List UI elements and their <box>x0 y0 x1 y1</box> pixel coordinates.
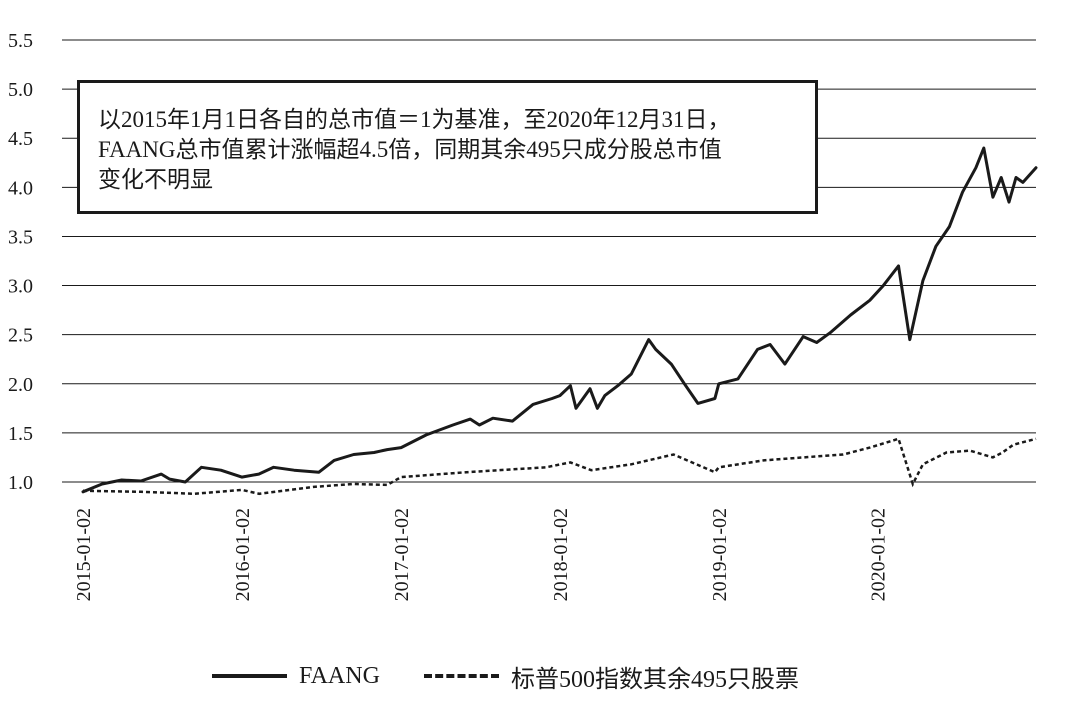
legend: FAANG 标普500指数其余495只股票 <box>0 656 1074 696</box>
annotation-line-2: FAANG总市值累计涨幅超4.5倍，同期其余495只成分股总市值 <box>98 137 722 162</box>
legend-item-rest: 标普500指数其余495只股票 <box>424 656 799 696</box>
y-axis-ticks: 1.0 1.5 2.0 2.5 3.0 3.5 4.0 4.5 5.0 5.5 <box>8 30 33 494</box>
x-tick-label: 2015-01-02 <box>73 508 95 601</box>
y-tick-label: 3.5 <box>8 226 33 248</box>
series-line-faang <box>81 146 1038 494</box>
annotation-box: 以2015年1月1日各自的总市值＝1为基准，至2020年12月31日， FAAN… <box>77 80 818 214</box>
y-tick-label: 5.0 <box>8 79 33 101</box>
y-tick-label: 3.0 <box>8 276 33 298</box>
annotation-line-1: 以2015年1月1日各自的总市值＝1为基准，至2020年12月31日， <box>98 107 731 132</box>
annotation-line-3: 变化不明显 <box>98 167 213 192</box>
x-tick-label: 2018-01-02 <box>550 508 572 601</box>
x-tick-label: 2020-01-02 <box>868 508 890 601</box>
y-tick-label: 2.5 <box>8 325 33 347</box>
legend-item-faang: FAANG <box>212 656 380 696</box>
y-tick-label: 2.0 <box>8 374 33 396</box>
x-axis-ticks: 2015-01-02 2016-01-02 2017-01-02 2018-01-02… <box>73 508 890 601</box>
y-tick-label: 4.0 <box>8 177 33 199</box>
y-tick-label: 1.5 <box>8 423 33 445</box>
y-tick-label: 5.5 <box>8 30 33 52</box>
legend-label-faang: FAANG <box>299 662 380 689</box>
x-tick-label: 2017-01-02 <box>391 508 413 601</box>
line-chart: 1.0 1.5 2.0 2.5 3.0 3.5 4.0 4.5 5.0 5.5 2015-01-0… <box>8 30 1038 601</box>
x-tick-label: 2019-01-02 <box>709 508 731 601</box>
legend-swatch-dashed <box>424 674 499 678</box>
y-tick-label: 1.0 <box>8 472 33 494</box>
series-lines <box>81 146 1038 496</box>
y-tick-label: 4.5 <box>8 128 33 150</box>
legend-label-rest: 标普500指数其余495只股票 <box>511 666 799 693</box>
x-tick-label: 2016-01-02 <box>232 508 254 601</box>
series-line-rest <box>82 437 1037 496</box>
legend-swatch-solid <box>212 674 287 678</box>
